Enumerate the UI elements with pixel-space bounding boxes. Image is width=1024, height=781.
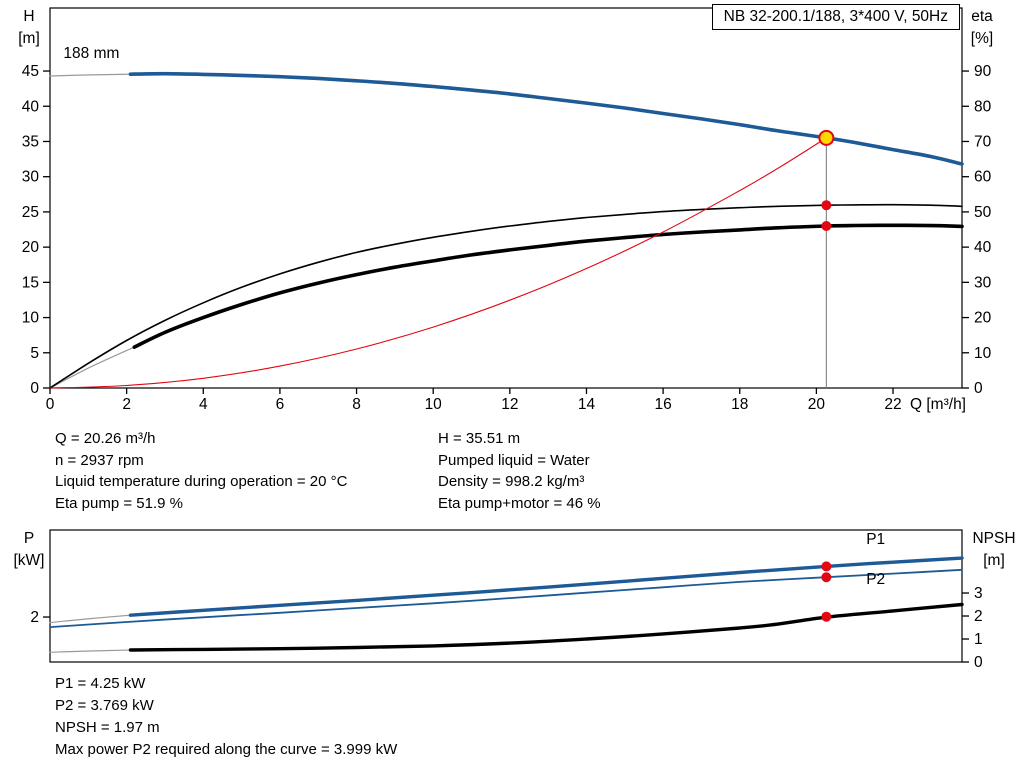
eta-pump-motor-line: Eta pump+motor = 46 %: [438, 494, 601, 512]
axis-tick-label: 60: [974, 169, 992, 186]
axis-tick-label: 35: [22, 133, 39, 150]
axis-tick-label: 0: [974, 654, 983, 671]
npsh-lead-line: [49, 649, 132, 653]
axis-tick-label: 0: [30, 380, 39, 397]
left-axis-unit: [kW]: [14, 552, 45, 569]
p2-curve-label: P2: [866, 571, 885, 588]
head-lead-line: [49, 73, 132, 77]
axis-tick-label: 10: [22, 310, 40, 327]
axis-tick-label: 12: [501, 396, 518, 413]
right-axis-title: eta: [971, 8, 993, 25]
axis-tick-label: 20: [974, 310, 992, 327]
axis-tick-label: 2: [122, 396, 131, 413]
eta-pump-curve: [49, 203, 963, 389]
pump-title-box: NB 32-200.1/188, 3*400 V, 50Hz: [711, 4, 960, 30]
right-axis-unit: [m]: [983, 552, 1005, 569]
axis-tick-label: 20: [22, 239, 40, 256]
operating-data-right-column: H = 35.51 m Pumped liquid = Water Densit…: [438, 428, 601, 514]
p1-curve: [128, 556, 964, 617]
right-axis-title: NPSH: [972, 530, 1015, 547]
max-power-line: Max power P2 required along the curve = …: [55, 741, 398, 758]
eta-pump-motor-curve: [132, 223, 964, 349]
axis-tick-label: 18: [731, 396, 748, 413]
p1-lead-line: [49, 614, 132, 624]
left-axis-unit: [m]: [18, 30, 40, 47]
axis-tick-label: 25: [22, 204, 39, 221]
head-curve-188mm: [128, 71, 964, 166]
duty-point-head: [818, 129, 835, 146]
impeller-diameter-label: 188 mm: [63, 45, 119, 62]
power-npsh-data-column: P1 = 4.25 kW P2 = 3.769 kW NPSH = 1.97 m…: [55, 673, 397, 761]
density-line: Density = 998.2 kg/m³: [438, 473, 585, 491]
axis-tick-label: 2: [30, 609, 39, 626]
axis-tick-label: 70: [974, 133, 992, 150]
liquid-temperature-line: Liquid temperature during operation = 20…: [55, 473, 348, 491]
x-axis-title: Q [m³/h]: [910, 396, 966, 413]
axis-tick-label: 15: [22, 274, 39, 291]
pumped-liquid-line: Pumped liquid = Water: [438, 451, 590, 469]
axis-tick-label: 30: [974, 274, 992, 291]
system-curve: [49, 137, 827, 389]
p2-value-line: P2 = 3.769 kW: [55, 697, 154, 714]
duty-point-eta-pump: [821, 200, 832, 211]
npsh-curve: [128, 602, 964, 652]
power-npsh-chart-frame: [49, 529, 963, 663]
npsh-value-line: NPSH = 1.97 m: [55, 719, 160, 736]
eta-pump-line: Eta pump = 51.9 %: [55, 494, 183, 512]
axis-tick-label: 22: [884, 396, 901, 413]
axis-tick-label: 30: [22, 169, 40, 186]
duty-point-eta-pump-motor: [821, 220, 832, 231]
axis-tick-label: 8: [352, 396, 361, 413]
axis-tick-label: 0: [46, 396, 55, 413]
axis-tick-label: 50: [974, 204, 992, 221]
speed-value-line: n = 2937 rpm: [55, 451, 144, 469]
axis-tick-label: 2: [974, 608, 983, 625]
power-npsh-chart: 2 0 1 2 3 P [kW] NPSH [m] P1 P2: [14, 529, 1016, 671]
axis-tick-label: 40: [22, 98, 40, 115]
axis-tick-label: 45: [22, 63, 39, 80]
eta-motor-lead-line: [49, 346, 135, 389]
axis-tick-label: 10: [974, 345, 992, 362]
left-axis-title: P: [24, 530, 34, 547]
axis-tick-label: 5: [30, 345, 39, 362]
axis-tick-label: 20: [808, 396, 826, 413]
axis-tick-label: 4: [199, 396, 208, 413]
axis-tick-label: 6: [276, 396, 285, 413]
axis-tick-label: 14: [578, 396, 596, 413]
axis-tick-label: 90: [974, 63, 992, 80]
head-value-line: H = 35.51 m: [438, 430, 521, 447]
flow-value-line: Q = 20.26 m³/h: [55, 430, 156, 447]
qh-eta-chart: 0 5 10 15 20 25 30 35 40 45 0 10 20 30 40 50 60 70 80 90 0 2 4…: [18, 7, 993, 413]
p1-curve-label: P1: [866, 531, 885, 548]
axis-tick-label: 10: [425, 396, 443, 413]
p1-value-line: P1 = 4.25 kW: [55, 675, 146, 692]
axis-tick-label: 80: [974, 98, 992, 115]
duty-point-npsh: [821, 611, 832, 622]
axis-tick-label: 0: [974, 380, 983, 397]
left-axis-title: H: [23, 8, 34, 25]
operating-data-left-column: Q = 20.26 m³/h n = 2937 rpm Liquid tempe…: [55, 428, 347, 514]
axis-tick-label: 40: [974, 239, 992, 256]
right-axis-unit: [%]: [971, 30, 993, 47]
axis-tick-label: 1: [974, 631, 983, 648]
duty-point-p2: [821, 572, 832, 583]
qh-eta-chart-frame: [49, 7, 963, 389]
axis-tick-label: 3: [974, 585, 983, 602]
duty-point-p1: [821, 561, 832, 572]
axis-tick-label: 16: [654, 396, 671, 413]
